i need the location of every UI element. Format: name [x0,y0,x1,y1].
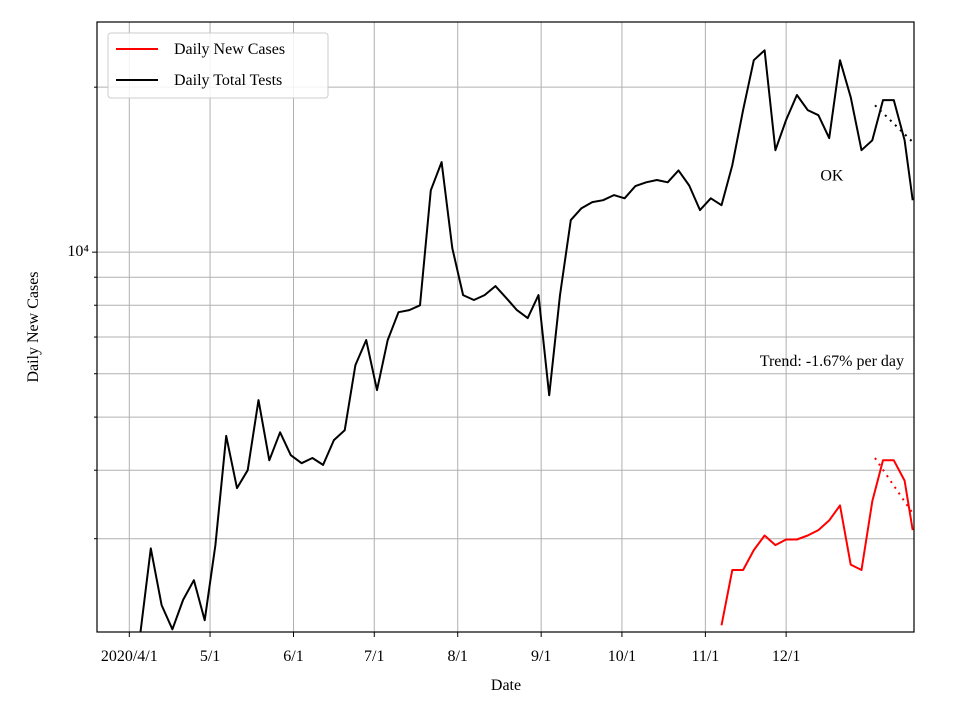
y-tick-label: 10⁴ [67,243,89,260]
series-line [720,459,914,626]
annotation: Trend: -1.67% per day [760,353,904,370]
x-tick-label: 5/1 [200,648,220,665]
y-axis-label: Daily New Cases [25,271,42,382]
trend-line [874,457,914,516]
x-axis-label: Date [491,677,521,694]
x-tick-label: 11/1 [691,648,719,665]
plot-area [139,49,914,632]
annotation: OK [820,168,844,185]
x-tick-label: 12/1 [772,648,800,665]
plot-frame [96,21,915,633]
x-tick-label: 10/1 [608,648,636,665]
x-tick-label: 9/1 [531,648,551,665]
series-line [139,49,914,632]
x-tick-label: 6/1 [283,648,303,665]
legend: Daily New Cases Daily Total Tests [107,32,329,99]
x-tick-label: 2020/4/1 [101,648,158,665]
legend-label: Daily Total Tests [174,72,282,89]
x-tick-label: 7/1 [364,648,384,665]
legend-label: Daily New Cases [174,41,285,58]
legend-box [107,32,329,99]
x-tick-label: 8/1 [447,648,467,665]
